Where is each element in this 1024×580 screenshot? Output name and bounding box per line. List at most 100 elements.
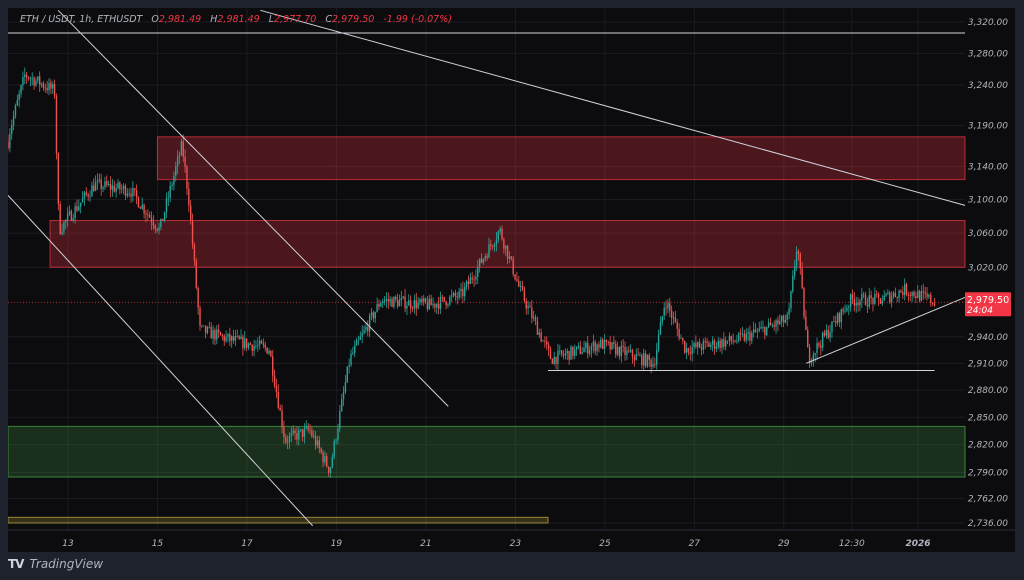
candle <box>286 442 289 443</box>
candle <box>29 78 32 80</box>
candle <box>212 330 214 339</box>
candle <box>182 141 184 157</box>
candle <box>807 330 809 348</box>
candle <box>812 354 815 362</box>
candle <box>881 300 884 304</box>
candle <box>547 344 550 349</box>
candle <box>559 350 561 352</box>
candle <box>296 433 298 440</box>
candle <box>96 180 99 183</box>
candle <box>188 188 190 206</box>
candle <box>629 349 632 352</box>
candle <box>122 185 125 189</box>
candle <box>249 343 252 345</box>
candle <box>458 291 460 298</box>
candles <box>8 67 936 478</box>
candle <box>607 341 609 343</box>
candle <box>102 187 104 189</box>
candle <box>214 330 216 340</box>
candle <box>581 352 583 354</box>
candle <box>294 430 296 434</box>
candle <box>644 353 647 367</box>
tradingview-brand[interactable]: TV TradingView <box>8 557 103 571</box>
candle <box>816 343 818 353</box>
candle <box>378 303 380 307</box>
candle <box>918 291 921 301</box>
candle <box>739 333 742 335</box>
candle <box>508 256 511 259</box>
candle <box>764 327 766 336</box>
candle <box>305 426 307 429</box>
candle <box>139 207 142 209</box>
candle <box>175 166 177 176</box>
candle <box>52 84 54 89</box>
candle <box>588 350 591 354</box>
candle <box>697 342 699 348</box>
candle <box>130 193 132 197</box>
symbol-label[interactable]: ETH / USDT, 1h, ETHUSDT <box>20 14 143 25</box>
candle <box>148 214 151 218</box>
candle <box>719 340 721 348</box>
candle <box>726 340 729 342</box>
candle <box>482 258 485 263</box>
candle <box>780 315 783 321</box>
low-label: L <box>268 14 275 25</box>
candle <box>622 345 624 347</box>
candle <box>682 338 684 341</box>
candle <box>275 385 278 392</box>
candle <box>478 258 481 267</box>
candle <box>83 192 86 199</box>
candle <box>684 340 686 353</box>
candle <box>706 341 708 344</box>
candle <box>657 334 660 350</box>
candle <box>823 332 826 336</box>
candle <box>594 341 596 352</box>
candle <box>223 335 225 342</box>
candle <box>361 332 363 337</box>
candle <box>538 332 540 335</box>
candle <box>749 331 751 341</box>
candle <box>439 296 442 309</box>
candle <box>12 115 15 126</box>
candle <box>641 355 643 366</box>
candle <box>55 96 58 154</box>
candle <box>365 326 367 330</box>
candle <box>587 342 589 354</box>
candle <box>406 305 408 309</box>
price-chart[interactable]: 3,320.00 3,280.00 3,240.00 3,190.00 3,140.00… <box>8 8 1015 552</box>
candle <box>510 256 513 259</box>
candle <box>91 185 93 197</box>
candle <box>119 182 121 190</box>
candle <box>490 244 492 246</box>
price-tick-label: 2,850.00 <box>968 413 1008 423</box>
candle <box>930 294 932 303</box>
trendline <box>8 195 314 527</box>
candle <box>766 326 768 336</box>
candle <box>135 190 138 198</box>
candle <box>290 433 293 436</box>
candle <box>553 356 555 364</box>
candle <box>437 303 440 309</box>
candle <box>31 77 33 79</box>
open-label: O <box>151 14 159 25</box>
candle <box>903 284 906 295</box>
candle <box>922 291 925 293</box>
candle <box>605 339 608 342</box>
candle <box>307 426 309 430</box>
candle <box>277 391 280 408</box>
candle <box>730 335 733 341</box>
candle <box>797 251 800 254</box>
candle <box>741 333 744 335</box>
close-label: C <box>325 14 332 25</box>
candle <box>156 228 158 231</box>
candle <box>48 83 50 91</box>
candle <box>423 298 425 302</box>
candle <box>42 83 45 88</box>
price-tick-label: 3,060.00 <box>968 229 1008 239</box>
candle <box>66 213 69 221</box>
candle <box>790 291 792 309</box>
candle <box>176 156 179 167</box>
candle <box>838 313 841 323</box>
candle <box>355 340 358 346</box>
candle <box>57 153 60 205</box>
